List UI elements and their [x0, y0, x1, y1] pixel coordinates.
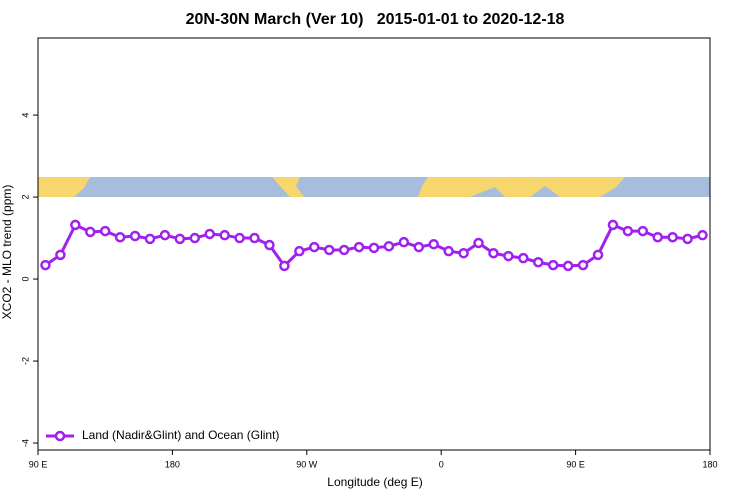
data-point [234, 232, 245, 244]
data-point [279, 260, 290, 272]
data-point [622, 225, 634, 237]
data-point [249, 232, 260, 244]
x-axis-label: Longitude (deg E) [327, 475, 422, 489]
data-point [443, 245, 454, 257]
data-point [189, 232, 201, 244]
x-tick-label: 180 [165, 459, 180, 469]
data-point [129, 230, 141, 242]
data-point [473, 237, 484, 249]
data-point [667, 231, 678, 243]
y-tick-label: 4 [20, 113, 30, 118]
data-point [383, 241, 395, 252]
data-point [607, 219, 619, 231]
data-point [114, 231, 126, 243]
data-point [533, 256, 544, 268]
legend-marker [54, 430, 66, 442]
data-point [174, 233, 186, 245]
data-point [368, 242, 380, 254]
plot-frame [37, 37, 711, 451]
data-point [413, 241, 425, 253]
data-point [652, 231, 663, 243]
land [272, 177, 304, 197]
data-point [309, 241, 320, 253]
data-point [159, 229, 171, 241]
data-point [562, 260, 574, 272]
data-point [398, 236, 410, 248]
data-point [353, 241, 365, 253]
data-point [85, 226, 96, 238]
data-point [338, 244, 350, 256]
chart-title: 20N-30N March (Ver 10) 2015-01-01 to 202… [186, 11, 565, 28]
x-tick-label: 90 W [296, 459, 318, 469]
data-point [323, 244, 335, 256]
x-tick-label: 180 [702, 459, 717, 469]
legend-label: Land (Nadir&Glint) and Ocean (Glint) [82, 428, 279, 442]
data-point [144, 233, 156, 245]
data-point [488, 247, 499, 259]
y-tick-label: -2 [20, 357, 30, 365]
y-tick-label: 2 [20, 195, 30, 200]
data-point [40, 259, 51, 271]
data-point [99, 225, 111, 237]
data-point [547, 259, 559, 271]
data-point [219, 229, 230, 241]
data-point [70, 219, 81, 231]
land [38, 177, 90, 197]
x-tick-label: 90 E [566, 459, 585, 469]
land [418, 177, 625, 197]
data-point [55, 249, 66, 261]
data-point [592, 249, 604, 261]
data-point [697, 229, 708, 241]
data-point [204, 228, 215, 240]
data-point [518, 252, 529, 264]
data-point [577, 259, 589, 271]
data-point [294, 245, 305, 257]
map-strip [38, 177, 710, 197]
x-tick-label: 0 [439, 459, 444, 469]
y-axis-label: XCO2 - MLO trend (ppm) [0, 185, 14, 320]
data-point [503, 250, 514, 262]
data-point [264, 239, 275, 251]
data-point [682, 233, 693, 245]
y-tick-label: 0 [20, 277, 30, 282]
data-point [637, 225, 649, 237]
data-point [428, 238, 439, 250]
x-tick-label: 90 E [29, 459, 48, 469]
y-tick-label: -4 [20, 439, 30, 447]
data-point [458, 247, 469, 259]
